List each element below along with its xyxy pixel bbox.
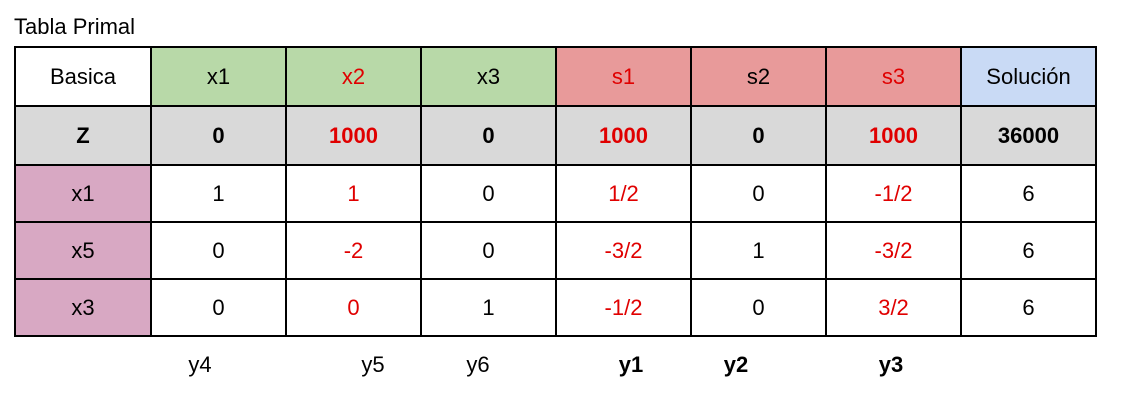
header-x3: x3 [420, 46, 557, 107]
table-cell: 0 [150, 221, 287, 280]
table-cell: 0 [690, 278, 827, 337]
table-cell: 0 [420, 164, 557, 223]
header-s1: s1 [555, 46, 692, 107]
dual-label-y3: y3 [878, 352, 904, 377]
table-cell: 1 [285, 164, 422, 223]
table-cell: 0 [150, 278, 287, 337]
header-x2: x2 [285, 46, 422, 107]
z-cell-s3: 1000 [825, 105, 962, 166]
table-cell: -2 [285, 221, 422, 280]
header-x1: x1 [150, 46, 287, 107]
header-s3: s3 [825, 46, 962, 107]
table-cell: 6 [960, 164, 1097, 223]
table-row: x3 0 0 1 -1/2 0 3/2 6 [14, 278, 1097, 337]
z-label: Z [14, 105, 152, 166]
table-cell: 6 [960, 221, 1097, 280]
table-cell: 3/2 [825, 278, 962, 337]
primal-simplex-table: Basica x1 x2 x3 s1 s2 s3 Solución Z 0 10… [14, 46, 1097, 337]
z-cell-x1: 0 [150, 105, 287, 166]
z-cell-s1: 1000 [555, 105, 692, 166]
z-cell-solucion: 36000 [960, 105, 1097, 166]
z-cell-s2: 0 [690, 105, 827, 166]
dual-label-y2: y2 [723, 352, 749, 377]
z-cell-x3: 0 [420, 105, 557, 166]
dual-variable-labels: y4 y5 y6 y1 y2 y3 [0, 352, 1136, 378]
table-cell: -3/2 [825, 221, 962, 280]
z-row: Z 0 1000 0 1000 0 1000 36000 [14, 105, 1097, 166]
table-cell: 6 [960, 278, 1097, 337]
header-solucion: Solución [960, 46, 1097, 107]
basic-var-cell: x3 [14, 278, 152, 337]
basic-var-cell: x1 [14, 164, 152, 223]
header-s2: s2 [690, 46, 827, 107]
dual-label-y1: y1 [618, 352, 644, 377]
z-cell-x2: 1000 [285, 105, 422, 166]
table-cell: -1/2 [555, 278, 692, 337]
table-row: x1 1 1 0 1/2 0 -1/2 6 [14, 164, 1097, 223]
table-cell: -1/2 [825, 164, 962, 223]
table-cell: 1/2 [555, 164, 692, 223]
table-cell: 0 [285, 278, 422, 337]
table-cell: 0 [420, 221, 557, 280]
header-row: Basica x1 x2 x3 s1 s2 s3 Solución [14, 46, 1097, 107]
dual-label-y6: y6 [466, 352, 490, 377]
basic-var-cell: x5 [14, 221, 152, 280]
dual-label-y5: y5 [361, 352, 385, 377]
table-cell: 0 [690, 164, 827, 223]
header-basica: Basica [14, 46, 152, 107]
table-cell: -3/2 [555, 221, 692, 280]
table-cell: 1 [150, 164, 287, 223]
table-cell: 1 [420, 278, 557, 337]
dual-label-y4: y4 [188, 352, 212, 377]
table-row: x5 0 -2 0 -3/2 1 -3/2 6 [14, 221, 1097, 280]
table-cell: 1 [690, 221, 827, 280]
table-title: Tabla Primal [14, 14, 136, 39]
